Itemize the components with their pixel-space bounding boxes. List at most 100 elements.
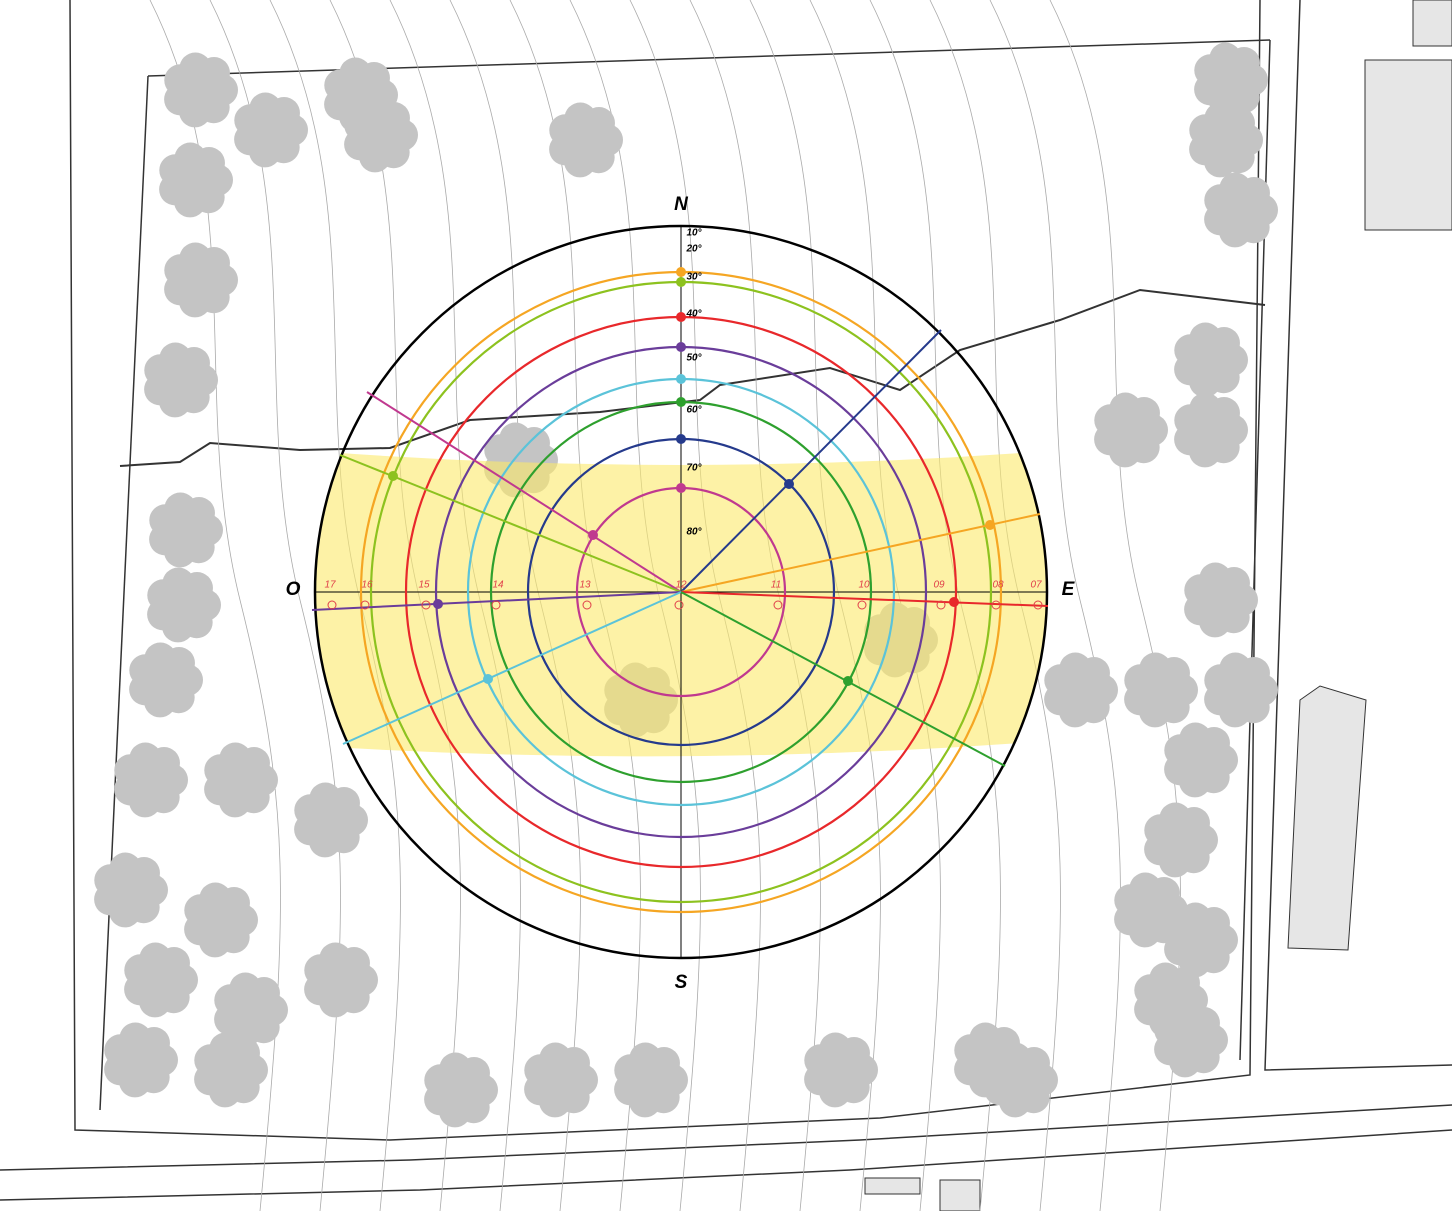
- altitude-dot: [676, 312, 686, 322]
- tree: [178, 258, 222, 302]
- altitude-label: 80°: [686, 527, 702, 538]
- hour-dot: [388, 471, 398, 481]
- tree: [138, 958, 182, 1002]
- hour-dot: [843, 676, 853, 686]
- altitude-dot: [676, 277, 686, 287]
- tree: [1203, 118, 1247, 162]
- hour-label: 13: [579, 580, 591, 591]
- tree: [1138, 668, 1182, 712]
- hour-dot: [433, 599, 443, 609]
- hour-dot: [483, 674, 493, 684]
- hour-marker: [491, 600, 501, 610]
- tree: [998, 1058, 1042, 1102]
- hour-label: 17: [324, 580, 336, 591]
- tree: [1188, 338, 1232, 382]
- trees: [94, 42, 1278, 1128]
- hour-marker: [936, 600, 946, 610]
- site-edge: [147, 39, 1271, 77]
- tree: [161, 583, 205, 627]
- tree: [1108, 408, 1152, 452]
- tree: [218, 758, 262, 802]
- tree: [178, 68, 222, 112]
- hour-marker: [360, 600, 370, 610]
- contour-line: [989, 0, 1121, 1211]
- tree: [163, 508, 207, 552]
- tree: [563, 118, 607, 162]
- altitude-label: 50°: [686, 353, 702, 364]
- tree: [143, 658, 187, 702]
- building: [864, 1177, 921, 1195]
- hour-dot: [588, 530, 598, 540]
- terrain-line: [119, 288, 1266, 467]
- tree: [128, 758, 172, 802]
- hour-label: 07: [1030, 580, 1042, 591]
- tree: [318, 958, 362, 1002]
- hour-dot: [784, 479, 794, 489]
- tree: [1208, 58, 1252, 102]
- hour-marker: [674, 600, 684, 610]
- tree: [628, 1058, 672, 1102]
- altitude-label: 70°: [686, 463, 702, 474]
- altitude-label: 40°: [685, 309, 702, 320]
- tree: [438, 1068, 482, 1112]
- tree: [1178, 738, 1222, 782]
- tree: [118, 1038, 162, 1082]
- altitude-dot: [676, 342, 686, 352]
- hour-dot: [949, 597, 959, 607]
- hour-marker: [421, 600, 431, 610]
- hour-line: [342, 591, 682, 745]
- west-label: O: [286, 579, 301, 600]
- altitude-dot: [676, 397, 686, 407]
- altitude-dot: [676, 434, 686, 444]
- tree: [538, 1058, 582, 1102]
- hour-label: 10: [858, 580, 870, 591]
- tree: [1188, 408, 1232, 452]
- tree: [198, 898, 242, 942]
- hour-dot: [985, 520, 995, 530]
- tree: [248, 108, 292, 152]
- hour-marker: [857, 600, 867, 610]
- hour-label: 11: [771, 580, 781, 591]
- altitude-label: 10°: [686, 228, 702, 239]
- hour-label: 15: [418, 580, 430, 591]
- hour-line: [680, 329, 942, 593]
- tree: [108, 868, 152, 912]
- street-edge: [0, 1129, 1452, 1201]
- sun-band: [315, 450, 1047, 757]
- street-edge: [0, 1104, 1452, 1171]
- street-edge: [1264, 0, 1452, 1071]
- hour-label: 08: [992, 580, 1004, 591]
- hour-marker: [582, 600, 592, 610]
- tree: [208, 1048, 252, 1092]
- site-boundary: [69, 0, 1261, 1141]
- hour-marker: [773, 600, 783, 610]
- hour-marker: [991, 600, 1001, 610]
- tree: [1058, 668, 1102, 712]
- altitude-dot: [676, 483, 686, 493]
- altitude-dot: [676, 267, 686, 277]
- north-label: N: [674, 194, 689, 215]
- tree: [1218, 188, 1262, 232]
- altitude-label: 60°: [686, 405, 702, 416]
- hour-marker: [327, 600, 337, 610]
- tree: [228, 988, 272, 1032]
- sun-path: 10° 20° 30° 40° 50° 60° 70° 80° 17 16 15 14 13 12 11 10…: [311, 224, 1049, 960]
- tree: [1168, 1018, 1212, 1062]
- tree: [308, 798, 352, 842]
- altitude-label: 20°: [685, 244, 702, 255]
- hour-marker: [1033, 600, 1043, 610]
- building: [939, 1179, 981, 1211]
- altitude-dot: [676, 374, 686, 384]
- south-label: S: [675, 972, 688, 993]
- tree: [1158, 818, 1202, 862]
- building: [1364, 59, 1452, 231]
- hour-line: [680, 513, 1041, 593]
- building: [1412, 0, 1452, 47]
- tree: [1198, 578, 1242, 622]
- tree: [1128, 888, 1172, 932]
- hour-label: 12: [675, 580, 687, 591]
- hour-line: [680, 591, 1049, 607]
- hour-label: 09: [933, 580, 945, 591]
